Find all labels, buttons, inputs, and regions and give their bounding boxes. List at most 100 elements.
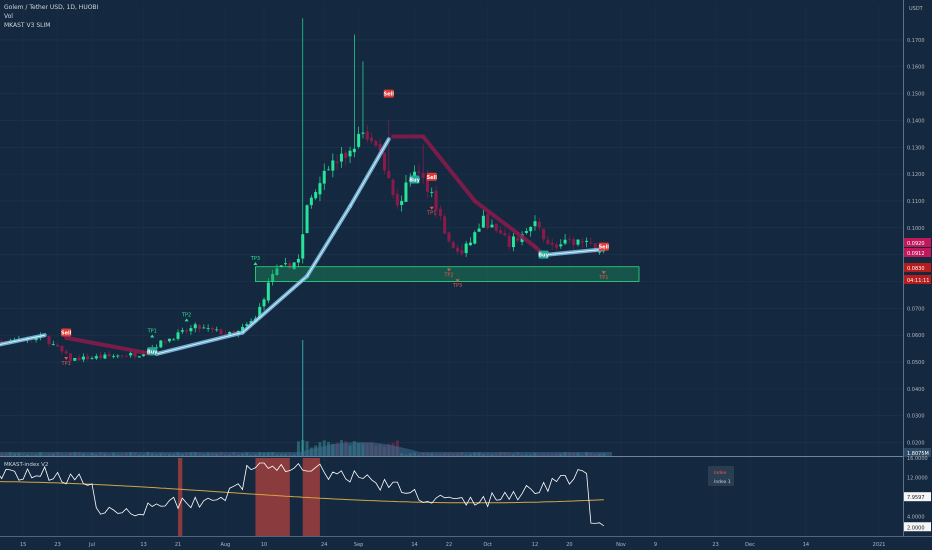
candle-body: [511, 236, 515, 248]
time-tick-label: 23: [54, 542, 60, 548]
candle-body: [370, 137, 374, 142]
candle-body: [77, 357, 81, 361]
candle-body: [258, 306, 262, 319]
volume-bar: [296, 441, 300, 456]
currency-label: USDT: [909, 6, 924, 12]
candle-body: [176, 332, 180, 339]
index-spike-band: [255, 458, 290, 536]
candle-body: [309, 197, 313, 206]
signal-buy-marker[interactable]: [409, 175, 420, 184]
price-badge-label: 1.8075M: [907, 451, 929, 457]
target-arrow: [184, 318, 189, 322]
candle-body: [215, 329, 219, 331]
signal-buy-marker[interactable]: [147, 347, 158, 356]
candle-body: [503, 232, 507, 236]
candle-body: [417, 171, 421, 173]
trend-band-segment: [421, 134, 477, 203]
candle-body: [159, 340, 163, 348]
candle-body: [314, 192, 318, 199]
time-tick-label: Oct: [483, 542, 492, 548]
index-spike-band: [178, 458, 183, 536]
time-tick-label: Jul: [88, 542, 95, 548]
price-badge: [904, 248, 931, 257]
signal-buy-marker[interactable]: [538, 250, 549, 259]
price-tick-label: 0.1600: [907, 65, 925, 71]
time-tick-label: 13: [140, 542, 146, 548]
indicator-label[interactable]: MKAST V3 SLIM: [4, 22, 51, 29]
signal-sell-marker[interactable]: [598, 242, 609, 251]
target-label: TP3: [250, 256, 260, 262]
trend-center-line: [306, 206, 351, 277]
signal-sell-marker[interactable]: [61, 328, 72, 337]
signal-label: Sell: [61, 331, 72, 337]
index-title: MKAST-index V2: [4, 462, 48, 468]
candle-body: [537, 222, 541, 228]
candle-body: [262, 299, 266, 307]
index-spike-band: [302, 458, 320, 536]
volume-label[interactable]: Vol: [4, 13, 13, 20]
candle-body: [456, 247, 460, 252]
target-arrow: [253, 262, 258, 266]
symbol-title[interactable]: Golem / Tether USD, 1D, HUOBI: [4, 4, 99, 11]
candle-body: [559, 244, 563, 247]
candle-body: [400, 200, 404, 206]
candle-body: [202, 327, 206, 329]
time-tick-label: 20: [566, 542, 572, 548]
candle-body: [490, 224, 494, 228]
candle-body: [529, 226, 533, 232]
candle-body: [335, 161, 339, 164]
candle-body: [120, 355, 124, 357]
time-tick-label: Sep: [354, 542, 363, 548]
time-tick-label: Nov: [616, 542, 626, 548]
candle-body: [589, 242, 593, 244]
candle-body: [73, 357, 77, 361]
target-label: TP1: [61, 361, 71, 367]
candle-body: [542, 228, 546, 240]
candle-body: [301, 234, 305, 259]
candle-body: [103, 354, 107, 359]
index-badge-label: 2.0000: [907, 525, 925, 531]
price-tick-label: 0.0400: [907, 387, 925, 393]
candle-body: [382, 152, 386, 171]
price-tick-label: 0.0300: [907, 414, 925, 420]
candle-body: [499, 230, 503, 234]
candle-body: [425, 177, 429, 192]
candle-body: [167, 338, 171, 342]
index-badge: [904, 522, 931, 532]
candle-body: [563, 239, 567, 244]
candle-body: [447, 232, 451, 242]
trend-center-line: [0, 334, 45, 345]
candle-body: [486, 213, 490, 229]
candle-body: [133, 352, 137, 357]
price-tick-label: 0.1400: [907, 118, 925, 124]
time-tick-label: Aug: [220, 542, 230, 548]
candle-body: [597, 251, 602, 253]
index-tick-label: 4.0000: [907, 515, 925, 521]
time-tick-label: 9: [654, 542, 657, 548]
candle-body: [554, 244, 558, 248]
price-tick-label: 0.0700: [907, 306, 925, 312]
price-badge-label: 04:11:11: [907, 278, 929, 284]
index-legend-box: [708, 466, 734, 486]
trend-band-segment: [472, 198, 537, 249]
candle-body: [172, 339, 176, 341]
candle-body: [339, 153, 343, 162]
target-arrow: [446, 268, 451, 272]
candle-body: [430, 192, 434, 194]
signal-sell-marker[interactable]: [383, 89, 394, 98]
signal-sell-marker[interactable]: [426, 172, 437, 181]
price-badge-label: 0.0920: [907, 241, 925, 247]
candle-body: [163, 341, 167, 343]
signal-label: Buy: [538, 253, 549, 259]
target-label: TP1: [426, 211, 436, 217]
candle-body: [443, 216, 447, 234]
candle-body: [137, 356, 141, 358]
candle-body: [516, 237, 520, 241]
candle-body: [494, 223, 498, 231]
candle-body: [56, 344, 60, 347]
candle-body: [348, 150, 352, 157]
candle-body: [64, 351, 68, 354]
candle-body: [223, 333, 227, 335]
